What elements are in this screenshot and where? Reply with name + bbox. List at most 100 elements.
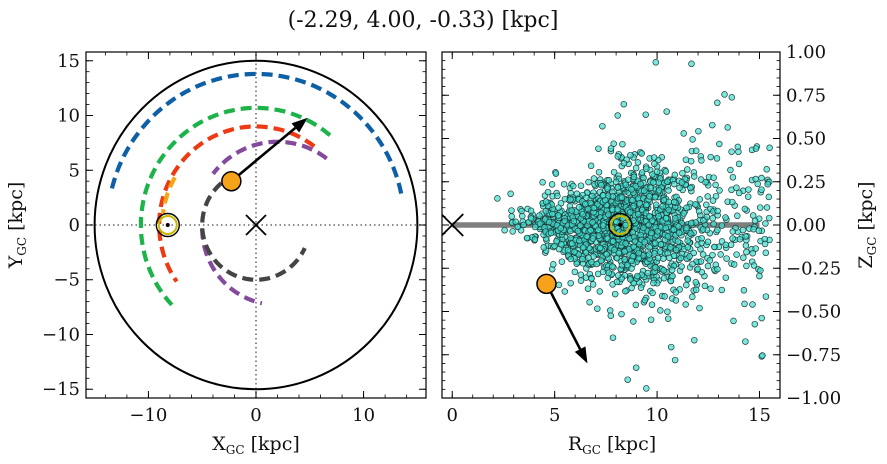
spiral-arm-6 (200, 228, 263, 306)
star-point (690, 173, 698, 180)
star-point (629, 196, 636, 204)
star-point (643, 385, 650, 392)
star-point (555, 204, 562, 211)
star-point (672, 246, 680, 254)
star-point (577, 271, 585, 278)
x-tick-label: 5 (549, 405, 560, 426)
star-point (665, 206, 672, 214)
star-point (644, 269, 652, 277)
star-point (667, 277, 675, 285)
star-point (739, 226, 747, 234)
star-point (536, 220, 544, 227)
star-point (714, 207, 721, 215)
star-point (567, 255, 575, 263)
star-point (650, 154, 658, 161)
star-point (542, 207, 550, 215)
star-point (684, 276, 692, 283)
star-point (743, 248, 750, 256)
star-point (759, 352, 766, 359)
right-y-axis-label: ZGC [kpc] (855, 181, 879, 268)
star-point (509, 228, 516, 235)
x-tick-label: 0 (250, 405, 261, 426)
star-point (645, 221, 653, 229)
star-point (561, 217, 569, 225)
star-point (682, 301, 689, 308)
star-point (549, 210, 556, 218)
star-point (589, 281, 597, 288)
star-point (647, 316, 655, 323)
star-point (706, 257, 714, 264)
star-point (577, 182, 585, 189)
star-point (742, 338, 749, 345)
star-point (729, 174, 737, 181)
spiral-arm-3 (157, 124, 316, 283)
star-point (660, 196, 668, 204)
star-point (663, 108, 670, 115)
star-point (653, 168, 661, 175)
star-point (614, 272, 622, 279)
star-point (698, 234, 705, 242)
star-point (704, 262, 712, 270)
star-point (542, 198, 550, 205)
star-point (713, 155, 721, 162)
star-point (666, 254, 673, 262)
star-point (605, 177, 613, 184)
star-point (676, 184, 683, 192)
star-point (717, 251, 724, 258)
left-velocity-arrow (230, 117, 308, 183)
star-point (642, 111, 649, 118)
star-point (609, 193, 617, 200)
star-point (576, 237, 583, 245)
star-point (635, 249, 643, 257)
spiral-arm-4 (161, 176, 177, 214)
star-point (649, 217, 656, 224)
x-tick-label: 0 (447, 405, 458, 426)
star-point (575, 204, 583, 211)
star-point (687, 157, 695, 165)
star-point (599, 192, 607, 199)
star-point (614, 153, 622, 160)
star-point (618, 194, 626, 201)
star-point (752, 145, 760, 152)
star-point (595, 168, 603, 176)
star-point (599, 222, 607, 229)
star-point (714, 99, 721, 107)
x-tick-label: 15 (748, 405, 771, 426)
star-point (709, 121, 716, 129)
star-point (758, 186, 765, 193)
star-point (664, 178, 671, 185)
star-point (672, 289, 680, 296)
star-point (620, 159, 628, 167)
star-point (611, 246, 618, 254)
star-point (744, 193, 752, 200)
star-point (714, 265, 721, 273)
star-point (696, 304, 703, 312)
star-point (662, 215, 670, 222)
star-point (735, 148, 742, 156)
star-point (692, 147, 700, 155)
star-point (752, 245, 759, 252)
star-point (579, 255, 586, 263)
star-point (621, 248, 628, 255)
star-point (684, 237, 691, 244)
star-point (540, 244, 547, 251)
star-point (750, 262, 758, 269)
star-point (621, 256, 628, 263)
star-point (671, 198, 678, 206)
star-point (664, 315, 672, 322)
star-point (630, 173, 638, 181)
y-tick-label: −5 (53, 270, 80, 291)
star-point (712, 192, 720, 200)
star-point (736, 235, 744, 243)
star-point (594, 305, 601, 312)
star-point (587, 162, 595, 170)
star-point (749, 249, 756, 257)
star-point (750, 225, 757, 233)
star-point (647, 184, 654, 192)
y-tick-label: −0.75 (786, 345, 841, 366)
star-point (607, 312, 615, 319)
star-point (697, 176, 705, 183)
star-point (527, 215, 535, 222)
star-point (624, 176, 632, 183)
star-point (735, 160, 743, 168)
